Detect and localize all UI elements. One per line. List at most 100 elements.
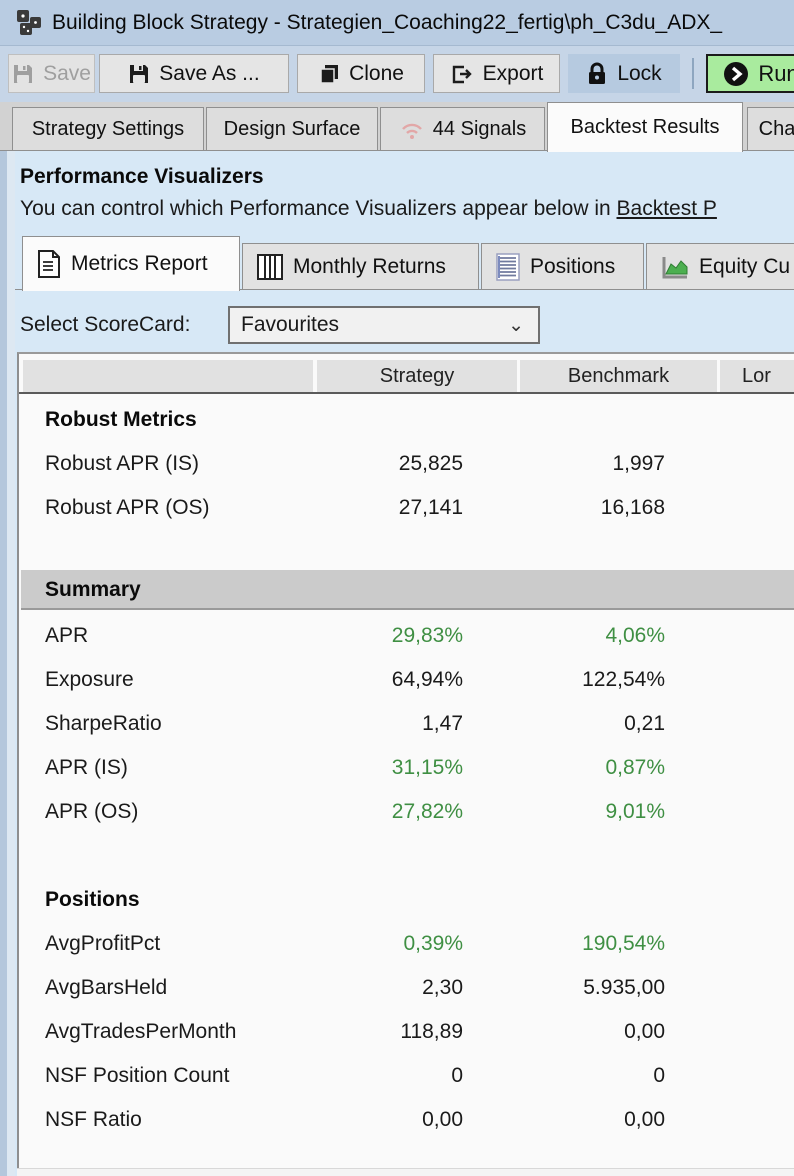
- column-header-benchmark[interactable]: Benchmark: [520, 360, 717, 392]
- save-as-button[interactable]: Save As ...: [99, 54, 289, 93]
- table-row: Robust APR (IS) 25,825 1,997: [19, 442, 794, 486]
- building-blocks-icon: [17, 10, 41, 35]
- table-section-row: Robust Metrics: [19, 398, 794, 442]
- benchmark-value-cell: 122,54%: [582, 668, 665, 691]
- toolbar-separator: [692, 58, 694, 89]
- strategy-value-cell: 118,89: [400, 1020, 463, 1043]
- strategy-value-cell: 0,39%: [403, 932, 463, 955]
- run-button[interactable]: Run: [706, 54, 794, 93]
- strategy-value-cell: 0: [451, 1064, 463, 1087]
- subtab-label: Monthly Returns: [293, 254, 446, 278]
- scorecard-dropdown[interactable]: Favourites ⌄: [228, 306, 540, 344]
- benchmark-value-cell: 9,01%: [605, 800, 665, 823]
- tab-label: Backtest Results: [570, 116, 720, 138]
- strategy-value-cell: 29,83%: [391, 624, 463, 647]
- benchmark-value-cell: 4,06%: [605, 624, 665, 647]
- subtab-label: Metrics Report: [71, 252, 208, 275]
- table-row: Exposure 64,94% 122,54%: [19, 658, 794, 702]
- table-row: AvgBarsHeld 2,30 5.935,00: [19, 966, 794, 1010]
- clone-button[interactable]: Clone: [297, 54, 425, 93]
- tab-content-border: [0, 150, 794, 151]
- scorecard-selected-value: Favourites: [241, 313, 340, 336]
- strategy-value-cell: 25,825: [398, 452, 463, 475]
- tab-label: Strategy Settings: [31, 118, 185, 140]
- benchmark-value-cell: 0,87%: [605, 756, 665, 779]
- table-row: APR (OS) 27,82% 9,01%: [19, 790, 794, 834]
- table-row: Robust APR (OS) 27,141 16,168: [19, 486, 794, 530]
- column-header-strategy[interactable]: Strategy: [317, 360, 517, 392]
- export-icon: [452, 65, 472, 83]
- tab-label: 44 Signals: [432, 118, 527, 140]
- table-section-band: Summary: [19, 570, 794, 614]
- subtab-metrics-report[interactable]: Metrics Report: [22, 236, 240, 291]
- table-row: APR (IS) 31,15% 0,87%: [19, 746, 794, 790]
- table-bottom-edge: [17, 1168, 794, 1176]
- table-row: AvgProfitPct 0,39% 190,54%: [19, 922, 794, 966]
- save-as-button-label: Save As ...: [159, 61, 260, 85]
- subtab-monthly-returns[interactable]: Monthly Returns: [242, 243, 479, 290]
- metric-name-cell: NSF Position Count: [45, 1064, 230, 1087]
- metric-name-cell: Exposure: [45, 668, 134, 691]
- panel-edge-strip: [7, 151, 15, 1176]
- tab-label: Design Surface: [223, 118, 361, 140]
- save-button[interactable]: Save: [8, 54, 95, 93]
- title-bar: Building Block Strategy - Strategien_Coa…: [0, 0, 794, 46]
- subtab-positions[interactable]: Positions: [481, 243, 644, 290]
- tab-chart[interactable]: Cha: [747, 107, 794, 151]
- metric-name-cell: AvgBarsHeld: [45, 976, 168, 999]
- metric-name-cell: AvgTradesPerMonth: [45, 1020, 237, 1043]
- tab-label: Cha: [758, 118, 794, 140]
- column-header-empty[interactable]: [23, 360, 313, 392]
- table-row: APR 29,83% 4,06%: [19, 614, 794, 658]
- metric-name-cell: AvgProfitPct: [45, 932, 161, 955]
- subtab-label: Positions: [530, 254, 616, 278]
- table-row: NSF Ratio 0,00 0,00: [19, 1098, 794, 1142]
- metric-name-cell: Robust APR (IS): [45, 452, 200, 475]
- tab-design-surface[interactable]: Design Surface: [206, 107, 378, 151]
- tab-backtest-results[interactable]: Backtest Results: [547, 102, 743, 152]
- strategy-value-cell: 1,47: [422, 712, 463, 735]
- subtab-equity-curve[interactable]: Equity Cu: [646, 243, 794, 290]
- tab-signals[interactable]: 44 Signals: [380, 107, 545, 151]
- strategy-value-cell: 0,00: [422, 1108, 463, 1131]
- positions-list-icon: [496, 252, 520, 281]
- signal-icon: [401, 123, 422, 139]
- table-section-row: Positions: [19, 878, 794, 922]
- strategy-value-cell: 27,82%: [391, 800, 463, 823]
- strategy-value-cell: 31,15%: [391, 756, 463, 779]
- panel-title: Performance Visualizers: [20, 165, 264, 188]
- table-row: NSF Position Count 0 0: [19, 1054, 794, 1098]
- metric-name-cell: Robust Metrics: [45, 408, 197, 431]
- export-button[interactable]: Export: [433, 54, 560, 93]
- subtab-label: Equity Cu: [699, 254, 791, 278]
- export-button-label: Export: [482, 61, 544, 85]
- toolbar: Save Save As ... Clone Export Lock: [0, 46, 794, 102]
- metric-name-cell: Summary: [45, 578, 141, 601]
- benchmark-value-cell: 16,168: [600, 496, 665, 519]
- save-as-icon: [130, 64, 149, 83]
- metric-name-cell: NSF Ratio: [45, 1108, 142, 1131]
- tab-strategy-settings[interactable]: Strategy Settings: [12, 107, 204, 151]
- lock-button[interactable]: Lock: [568, 54, 680, 93]
- benchmark-value-cell: 5.935,00: [583, 976, 665, 999]
- main-tab-bar: Strategy Settings Design Surface 44 Sign…: [0, 102, 794, 152]
- equity-chart-icon: [662, 256, 688, 278]
- benchmark-value-cell: 0,21: [624, 712, 665, 735]
- window-edge-strip: [0, 151, 7, 1176]
- section-band-background: [21, 570, 794, 610]
- column-header-long[interactable]: Lor: [720, 360, 794, 392]
- benchmark-value-cell: 0,00: [624, 1108, 665, 1131]
- strategy-value-cell: 64,94%: [391, 668, 463, 691]
- backtest-preferences-link[interactable]: Backtest P: [616, 197, 717, 220]
- columns-icon: [257, 253, 283, 280]
- run-button-label: Run: [758, 60, 794, 86]
- metric-name-cell: SharpeRatio: [45, 712, 162, 735]
- strategy-value-cell: 2,30: [422, 976, 463, 999]
- clone-button-label: Clone: [349, 61, 404, 85]
- metric-name-cell: APR: [45, 624, 89, 647]
- metric-name-cell: Robust APR (OS): [45, 496, 210, 519]
- metric-name-cell: APR (IS): [45, 756, 128, 779]
- save-icon: [14, 64, 33, 83]
- scorecard-label: Select ScoreCard:: [20, 313, 191, 336]
- strategy-value-cell: 27,141: [398, 496, 463, 519]
